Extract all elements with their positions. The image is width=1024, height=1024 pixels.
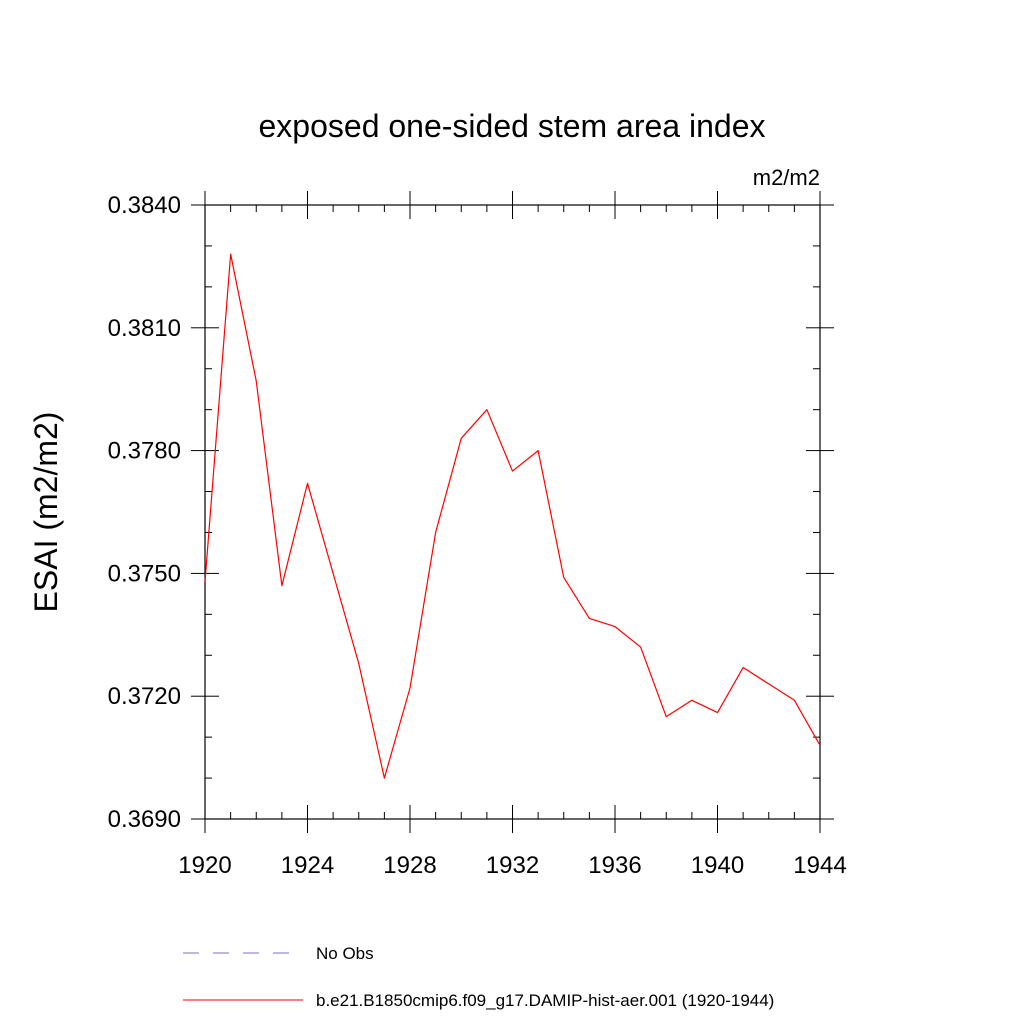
chart-title: exposed one-sided stem area index — [259, 108, 766, 144]
series-layer — [204, 253, 821, 779]
plot-frame — [204, 204, 821, 820]
y-tick-label: 0.3690 — [108, 806, 181, 833]
y-axis-label: ESAI (m2/m2) — [28, 412, 64, 613]
x-axis-ticks: 1920 1924 1928 1932 1936 1940 1944 — [178, 191, 847, 879]
y-axis-ticks: 0.3690 0.3720 0.3750 0.3780 0.3810 0.3840 — [108, 192, 834, 833]
x-tick-label: 1940 — [691, 852, 744, 879]
x-tick-label: 1924 — [281, 852, 334, 879]
legend-label: b.e21.B1850cmip6.f09_g17.DAMIP-hist-aer.… — [316, 991, 774, 1010]
x-tick-label: 1936 — [588, 852, 641, 879]
y-tick-label: 0.3750 — [108, 560, 181, 587]
x-tick-label: 1928 — [383, 852, 436, 879]
x-tick-label: 1932 — [486, 852, 539, 879]
x-tick-label: 1920 — [178, 852, 231, 879]
legend: No Obs b.e21.B1850cmip6.f09_g17.DAMIP-his… — [183, 944, 774, 1010]
y-tick-label: 0.3780 — [108, 438, 181, 465]
units-label: m2/m2 — [753, 165, 820, 190]
series-line — [204, 253, 821, 779]
y-tick-label: 0.3720 — [108, 683, 181, 710]
y-tick-label: 0.3840 — [108, 192, 181, 219]
x-tick-label: 1944 — [793, 852, 846, 879]
y-tick-label: 0.3810 — [108, 315, 181, 342]
legend-label: No Obs — [316, 944, 374, 963]
